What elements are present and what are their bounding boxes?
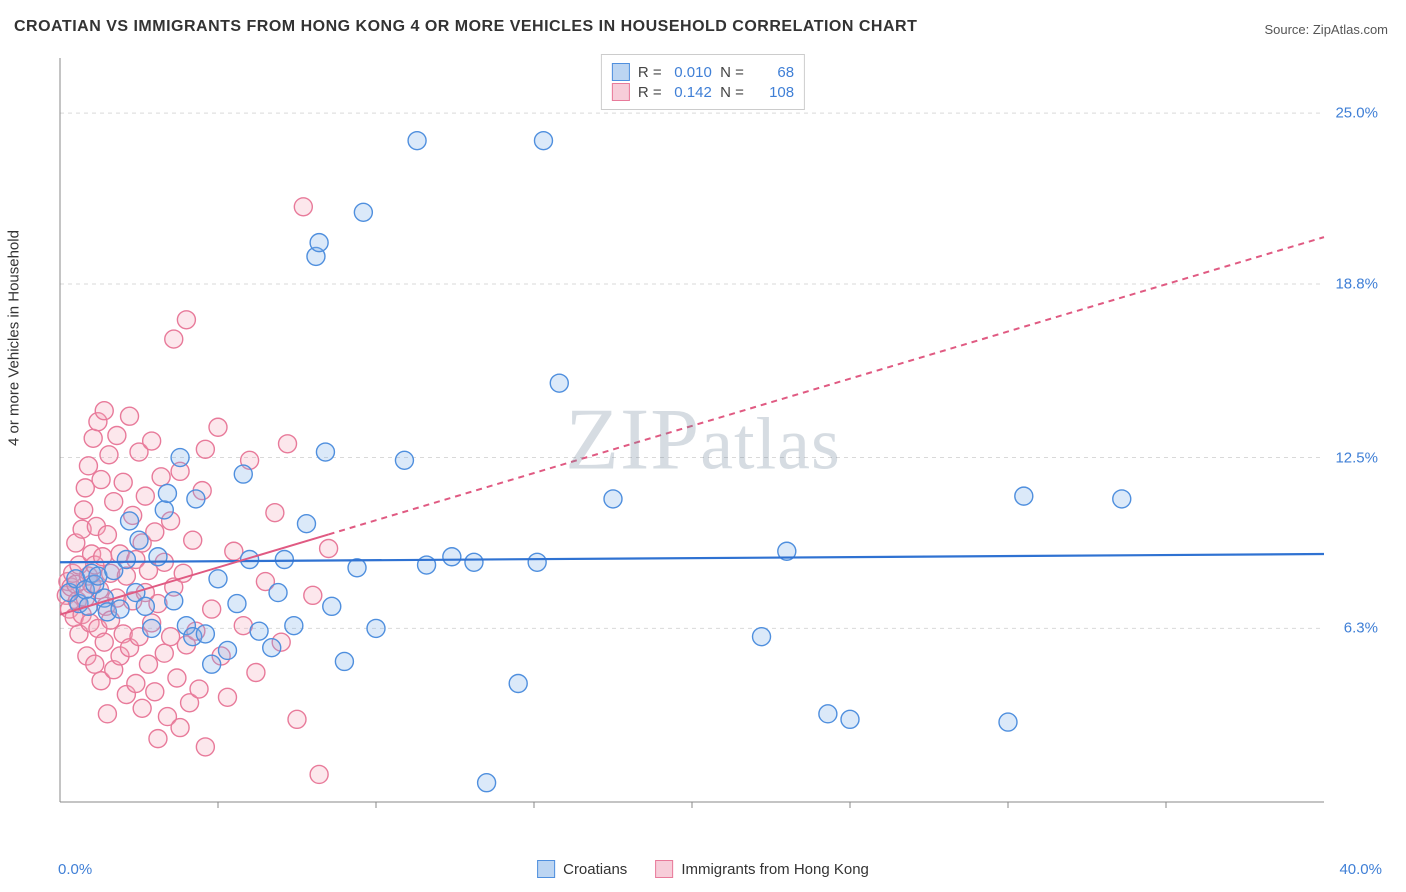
legend-swatch: [655, 860, 673, 878]
plot-area: [54, 52, 1384, 842]
legend-swatch: [537, 860, 555, 878]
y-tick-label: 18.8%: [1335, 275, 1378, 292]
legend-label: Croatians: [563, 861, 627, 878]
y-tick-label: 12.5%: [1335, 449, 1378, 466]
y-tick-label: 6.3%: [1344, 620, 1378, 637]
x-axis-min-label: 0.0%: [58, 861, 92, 878]
series-legend: Croatians Immigrants from Hong Kong: [537, 860, 869, 878]
source-attribution: Source: ZipAtlas.com: [1264, 22, 1388, 37]
x-axis-max-label: 40.0%: [1339, 861, 1382, 878]
chart-title: CROATIAN VS IMMIGRANTS FROM HONG KONG 4 …: [14, 18, 917, 36]
scatter-plot: [54, 52, 1384, 842]
stats-legend: R = 0.010 N = 68 R = 0.142 N = 108: [601, 54, 805, 110]
stats-legend-row: R = 0.010 N = 68: [612, 63, 794, 81]
legend-swatch: [612, 63, 630, 81]
legend-item: Croatians: [537, 860, 627, 878]
legend-label: Immigrants from Hong Kong: [681, 861, 869, 878]
legend-swatch: [612, 83, 630, 101]
y-axis-label: 4 or more Vehicles in Household: [6, 230, 23, 446]
y-tick-label: 25.0%: [1335, 105, 1378, 122]
stats-legend-row: R = 0.142 N = 108: [612, 83, 794, 101]
legend-item: Immigrants from Hong Kong: [655, 860, 869, 878]
